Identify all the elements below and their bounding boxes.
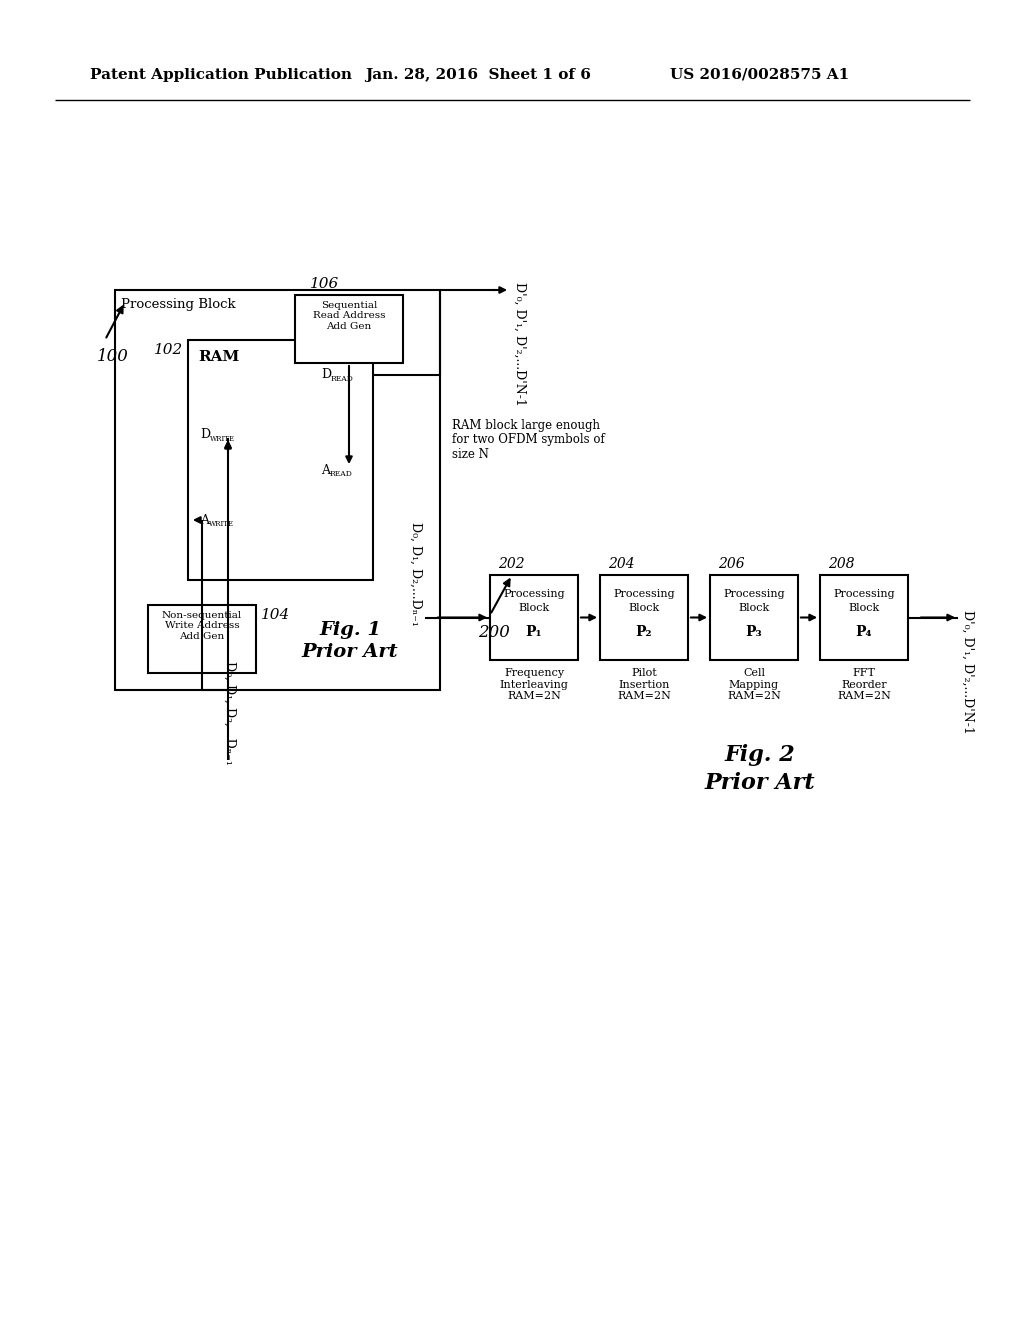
Text: Processing: Processing xyxy=(834,589,895,599)
Text: Block: Block xyxy=(518,603,550,612)
Text: A: A xyxy=(321,463,330,477)
Text: 204: 204 xyxy=(608,557,635,572)
Text: Prior Art: Prior Art xyxy=(302,643,398,661)
Text: Block: Block xyxy=(848,603,880,612)
Bar xyxy=(148,605,256,673)
Text: Cell
Mapping
RAM=2N: Cell Mapping RAM=2N xyxy=(727,668,781,701)
Text: Block: Block xyxy=(629,603,659,612)
Text: Prior Art: Prior Art xyxy=(705,772,815,795)
Text: FFT
Reorder
RAM=2N: FFT Reorder RAM=2N xyxy=(837,668,891,701)
Text: 102: 102 xyxy=(154,343,183,356)
Text: RAM block large enough
for two OFDM symbols of
size N: RAM block large enough for two OFDM symb… xyxy=(452,418,605,462)
Text: 104: 104 xyxy=(261,609,290,622)
Text: Fig. 2: Fig. 2 xyxy=(725,744,796,766)
Text: P₁: P₁ xyxy=(525,624,543,639)
Text: Fig. 1: Fig. 1 xyxy=(319,620,381,639)
Text: US 2016/0028575 A1: US 2016/0028575 A1 xyxy=(670,69,849,82)
Bar xyxy=(188,341,373,579)
Text: Patent Application Publication: Patent Application Publication xyxy=(90,69,352,82)
Text: D₀, D₁, D₂,...Dₙ₋₁: D₀, D₁, D₂,...Dₙ₋₁ xyxy=(409,521,422,626)
Text: 208: 208 xyxy=(828,557,855,572)
Text: Processing: Processing xyxy=(503,589,565,599)
Text: A: A xyxy=(200,513,209,527)
Text: P₃: P₃ xyxy=(745,624,762,639)
Text: Block: Block xyxy=(738,603,770,612)
Text: D'₀, D'₁, D'₂,...D'N-1: D'₀, D'₁, D'₂,...D'N-1 xyxy=(961,610,974,734)
Text: P₄: P₄ xyxy=(856,624,872,639)
Bar xyxy=(115,290,440,690)
Text: RAM: RAM xyxy=(198,350,240,364)
Bar xyxy=(490,576,578,660)
Text: 206: 206 xyxy=(718,557,744,572)
Bar xyxy=(710,576,798,660)
Bar xyxy=(820,576,908,660)
Text: D: D xyxy=(321,368,331,381)
Text: Frequency
Interleaving
RAM=2N: Frequency Interleaving RAM=2N xyxy=(500,668,568,701)
Text: 200: 200 xyxy=(478,624,510,642)
Text: 106: 106 xyxy=(310,277,339,290)
Text: READ: READ xyxy=(331,375,354,383)
Text: Pilot
Insertion
RAM=2N: Pilot Insertion RAM=2N xyxy=(617,668,671,701)
Text: Processing: Processing xyxy=(723,589,784,599)
Text: WRITE: WRITE xyxy=(210,436,234,444)
Text: D: D xyxy=(200,429,210,441)
Text: Non-sequential
Write Address
Add Gen: Non-sequential Write Address Add Gen xyxy=(162,611,242,640)
Bar xyxy=(600,576,688,660)
Text: Sequential
Read Address
Add Gen: Sequential Read Address Add Gen xyxy=(312,301,385,331)
Text: D₀, D₁, D₂,...Dₙ₋₁: D₀, D₁, D₂,...Dₙ₋₁ xyxy=(223,661,236,766)
Text: READ: READ xyxy=(330,470,353,478)
Text: Jan. 28, 2016  Sheet 1 of 6: Jan. 28, 2016 Sheet 1 of 6 xyxy=(365,69,591,82)
Text: P₂: P₂ xyxy=(636,624,652,639)
Text: Processing: Processing xyxy=(613,589,675,599)
Text: 202: 202 xyxy=(498,557,524,572)
Bar xyxy=(295,294,403,363)
Text: WRITE: WRITE xyxy=(209,520,234,528)
Text: D'₀, D'₁, D'₂,...D'N-1: D'₀, D'₁, D'₂,...D'N-1 xyxy=(513,282,526,405)
Text: 100: 100 xyxy=(97,348,129,366)
Text: Processing Block: Processing Block xyxy=(121,298,236,312)
